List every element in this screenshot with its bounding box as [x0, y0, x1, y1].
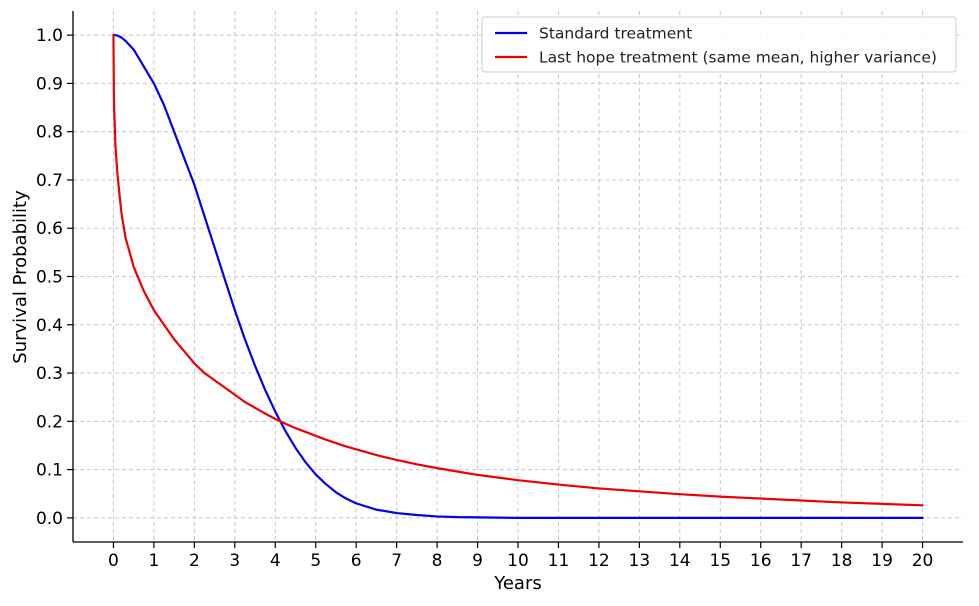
y-tick-label: 0.8 [36, 123, 63, 143]
x-tick-label: 8 [432, 551, 443, 571]
x-tick-label: 1 [148, 551, 159, 571]
x-tick-label: 14 [669, 551, 691, 571]
x-tick-label: 10 [507, 551, 529, 571]
x-tick-label: 0 [108, 551, 119, 571]
legend-label-last-hope: Last hope treatment (same mean, higher v… [539, 49, 937, 67]
legend-label-standard: Standard treatment [539, 25, 692, 43]
x-tick-label: 19 [871, 551, 893, 571]
x-tick-label: 3 [229, 551, 240, 571]
y-tick-label: 0.7 [36, 171, 63, 191]
tick-labels: 0 1 2 3 4 5 6 7 8 9 10 11 12 13 14 15 16 17 18 19 200.00.10.… [36, 26, 933, 571]
x-tick-label: 5 [310, 551, 321, 571]
axes [67, 11, 963, 548]
y-tick-label: 0.9 [36, 74, 63, 94]
series-lines [112, 34, 924, 519]
y-tick-label: 0.6 [36, 219, 63, 239]
x-tick-label: 9 [472, 551, 483, 571]
y-tick-label: 0.3 [36, 364, 63, 384]
x-tick-label: 4 [270, 551, 281, 571]
y-tick-label: 0.4 [36, 316, 63, 336]
x-tick-label: 6 [351, 551, 362, 571]
y-tick-label: 1.0 [36, 26, 63, 46]
x-tick-label: 18 [831, 551, 853, 571]
x-tick-label: 16 [750, 551, 772, 571]
y-tick-label: 0.2 [36, 412, 63, 432]
x-tick-label: 17 [790, 551, 812, 571]
y-tick-label: 0.1 [36, 461, 63, 481]
x-tick-label: 2 [189, 551, 200, 571]
series-line-standard [112, 34, 924, 519]
x-tick-label: 20 [912, 551, 934, 571]
y-tick-label: 0.5 [36, 268, 63, 288]
y-axis-label: Survival Probability [10, 190, 31, 364]
x-tick-label: 12 [588, 551, 610, 571]
x-axis-label: Years [493, 573, 542, 594]
legend-box [481, 16, 957, 73]
series-line-last-hope [112, 34, 924, 507]
x-tick-label: 11 [548, 551, 570, 571]
grid [73, 11, 963, 542]
y-tick-label: 0.0 [36, 509, 63, 529]
x-tick-label: 7 [391, 551, 402, 571]
x-tick-label: 15 [709, 551, 731, 571]
x-tick-label: 13 [629, 551, 651, 571]
legend: Standard treatment Last hope treatment (… [481, 16, 957, 73]
